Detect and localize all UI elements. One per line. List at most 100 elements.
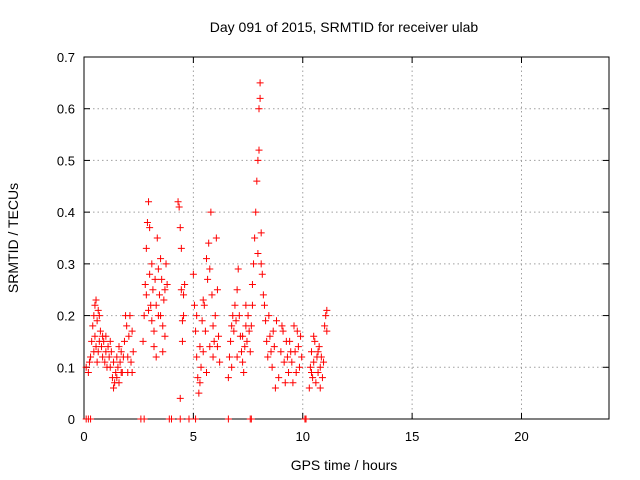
data-point-plus xyxy=(213,343,221,351)
y-tick-label: 0.7 xyxy=(57,50,75,65)
data-point-plus xyxy=(146,270,154,278)
data-point-plus xyxy=(257,229,265,237)
data-point-plus xyxy=(209,322,217,330)
data-point-plus xyxy=(213,286,221,294)
data-point-plus xyxy=(230,327,238,335)
data-point-plus xyxy=(206,343,214,351)
data-point-plus xyxy=(106,363,114,371)
data-point-plus xyxy=(93,317,101,325)
x-tick-label: 5 xyxy=(190,429,197,444)
data-point-plus xyxy=(151,275,159,283)
data-point-plus xyxy=(216,358,224,366)
data-point-plus xyxy=(323,327,331,335)
data-point-plus xyxy=(314,368,322,376)
data-point-plus xyxy=(282,337,290,345)
data-point-plus xyxy=(257,260,265,268)
data-point-plus xyxy=(209,353,217,361)
data-point-plus xyxy=(110,384,118,392)
data-point-plus xyxy=(246,348,254,356)
data-point-plus xyxy=(287,348,295,356)
y-tick-label: 0.5 xyxy=(57,153,75,168)
data-point-plus xyxy=(280,358,288,366)
data-point-plus xyxy=(94,306,102,314)
data-point-plus xyxy=(317,353,325,361)
data-point-plus xyxy=(235,312,243,320)
data-point-plus xyxy=(318,374,326,382)
data-point-plus xyxy=(293,327,301,335)
data-point-plus xyxy=(174,198,182,206)
data-point-plus xyxy=(88,337,96,345)
data-point-plus xyxy=(248,281,256,289)
data-point-plus xyxy=(308,368,315,376)
data-point-plus xyxy=(198,317,206,325)
data-point-plus xyxy=(308,348,315,356)
y-tick-label: 0.1 xyxy=(57,360,75,375)
data-point-plus xyxy=(180,312,188,320)
data-point-plus xyxy=(107,348,115,356)
data-point-plus xyxy=(234,265,242,273)
data-point-plus xyxy=(193,312,201,320)
data-point-plus xyxy=(323,306,331,314)
data-point-plus xyxy=(143,218,151,226)
data-point-plus xyxy=(100,337,108,345)
data-point-plus xyxy=(271,384,279,392)
data-point-plus xyxy=(125,332,133,340)
data-point-plus xyxy=(260,301,268,309)
data-point-plus xyxy=(82,363,90,371)
data-point-plus xyxy=(258,270,266,278)
data-point-plus xyxy=(101,358,109,366)
data-point-plus xyxy=(266,332,274,340)
data-point-plus xyxy=(224,415,232,423)
data-point-plus xyxy=(208,291,216,299)
data-point-plus xyxy=(129,348,137,356)
data-point-plus xyxy=(215,332,223,340)
data-point-plus xyxy=(239,358,247,366)
data-point-plus xyxy=(247,322,255,330)
data-point-plus xyxy=(176,394,184,402)
data-point-plus xyxy=(197,363,205,371)
data-point-plus xyxy=(309,374,317,382)
data-point-plus xyxy=(270,343,278,351)
data-point-plus xyxy=(178,317,186,325)
data-point-plus xyxy=(256,94,264,102)
data-point-plus xyxy=(229,312,237,320)
data-point-plus xyxy=(292,368,300,376)
data-point-plus xyxy=(255,146,263,154)
data-point-plus xyxy=(192,327,200,335)
data-point-plus xyxy=(242,301,250,309)
data-point-plus xyxy=(113,353,121,361)
data-point-plus xyxy=(114,363,122,371)
data-point-plus xyxy=(195,389,203,397)
data-point-plus xyxy=(247,415,255,423)
data-point-plus xyxy=(157,255,165,263)
data-point-plus xyxy=(193,353,201,361)
data-point-plus xyxy=(189,270,197,278)
data-point-plus xyxy=(283,353,291,361)
data-point-plus xyxy=(177,286,185,294)
data-point-plus xyxy=(127,358,135,366)
data-point-plus xyxy=(145,198,153,206)
data-point-plus xyxy=(140,415,148,423)
data-point-plus xyxy=(277,348,285,356)
data-point-plus xyxy=(310,332,318,340)
data-point-plus xyxy=(192,415,200,423)
data-point-plus xyxy=(256,79,264,87)
data-point-plus xyxy=(310,358,318,366)
data-point-plus xyxy=(306,363,314,371)
data-point-plus xyxy=(253,177,261,185)
data-point-plus xyxy=(297,332,305,340)
data-point-plus xyxy=(181,281,189,289)
data-point-plus xyxy=(314,348,322,356)
data-point-plus xyxy=(251,234,259,242)
data-point-plus xyxy=(298,353,306,361)
data-point-plus xyxy=(254,250,262,258)
y-axis: 0 0.1 0.2 0.3 0.4 0.5 0.6 0.7 xyxy=(57,50,609,427)
data-point-plus xyxy=(322,312,330,320)
data-point-plus xyxy=(321,322,329,330)
data-point-plus xyxy=(212,234,220,242)
data-point-plus xyxy=(106,337,114,345)
data-point-plus xyxy=(259,291,267,299)
data-point-plus xyxy=(126,312,134,320)
data-point-plus xyxy=(199,348,207,356)
